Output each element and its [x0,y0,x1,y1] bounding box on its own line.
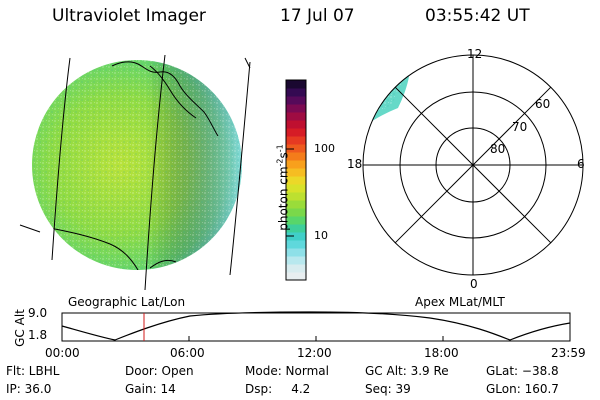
colorbar-segment [286,176,306,185]
mlt-label-6: 6 [577,157,585,171]
coastline-2 [149,65,197,119]
status-mode: Mode: Normal [245,364,329,378]
colorbar-segment [286,192,306,201]
gc-alt-xtick-0000: 00:00 [45,346,80,360]
colorbar-frame [285,79,307,281]
gc-alt-plot [61,311,571,342]
colorbar-segment [286,120,306,129]
geographic-panel-label: Geographic Lat/Lon [68,295,186,309]
mlt-label-0: 0 [470,277,478,291]
gc-alt-xtick-2359: 23:59 [551,346,586,360]
geographic-image [19,54,251,291]
colorbar-segment [286,248,306,257]
gc-alt-ytick-bottom: 1.8 [28,328,48,342]
colorbar-segment [286,88,306,97]
colorbar-segment [286,184,306,193]
status-glat: GLat: −38.8 [486,364,559,378]
status-door: Door: Open [125,364,194,378]
status-seq: Seq: 39 [365,382,411,396]
time-label: 03:55:42 UT [425,6,530,26]
colorbar-segment [286,80,306,89]
coastline-4 [149,259,177,269]
gc-alt-xtick-0600: 06:00 [170,346,205,360]
gc-alt-ylabel: GC Alt [13,309,27,347]
colorbar-tick-label-100: 100 [314,142,335,155]
colorbar-segment [286,224,306,233]
colorbar-segment [286,272,306,281]
map-corner-lines [19,57,251,233]
status-glon: GLon: 160.7 [486,382,559,396]
colorbar-segment [286,104,306,113]
colorbar-segment [286,264,306,273]
colorbar-segment [286,256,306,265]
status-dsp: Dsp: 4.2 [245,382,311,396]
colorbar-segment [286,144,306,153]
colorbar-segment [286,200,306,209]
mlt-label-18: 18 [347,157,363,171]
colorbar-tick-label-10: 10 [314,229,328,242]
gc-alt-ytick-top: 9.0 [28,306,48,320]
date-label: 17 Jul 07 [280,6,355,26]
lat-label-70: 70 [512,120,528,134]
colorbar-segment [286,96,306,105]
colorbar-segment [286,208,306,217]
colorbar-segment [286,240,306,249]
apex-panel-label: Apex MLat/MLT [415,295,505,309]
colorbar-segment [286,216,306,225]
status-gain: Gain: 14 [125,382,176,396]
status-ip: IP: 36.0 [6,382,52,396]
gc-alt-xtick-1800: 18:00 [424,346,459,360]
status-flt: Flt: LBHL [6,364,60,378]
gc-alt-xtick-1200: 12:00 [297,346,332,360]
colorbar-segment [286,112,306,121]
instrument-title: Ultraviolet Imager [52,6,206,26]
colorbar-segment [286,168,306,177]
colorbar [286,80,306,281]
coastline-1 [111,61,219,137]
longitude-lines [51,54,251,291]
colorbar-segment [286,160,306,169]
status-gc-alt: GC Alt: 3.9 Re [365,364,449,378]
lat-label-80: 80 [490,142,506,156]
mlt-label-12: 12 [467,47,483,61]
coastline-3 [49,227,139,270]
colorbar-segment [286,136,306,145]
colorbar-segment [286,152,306,161]
colorbar-segment [286,128,306,137]
colorbar-unit-label: photon cm-2s-1 [275,144,291,231]
lat-label-60: 60 [535,97,551,111]
polar-plot [362,54,584,276]
colorbar-segment [286,232,306,241]
